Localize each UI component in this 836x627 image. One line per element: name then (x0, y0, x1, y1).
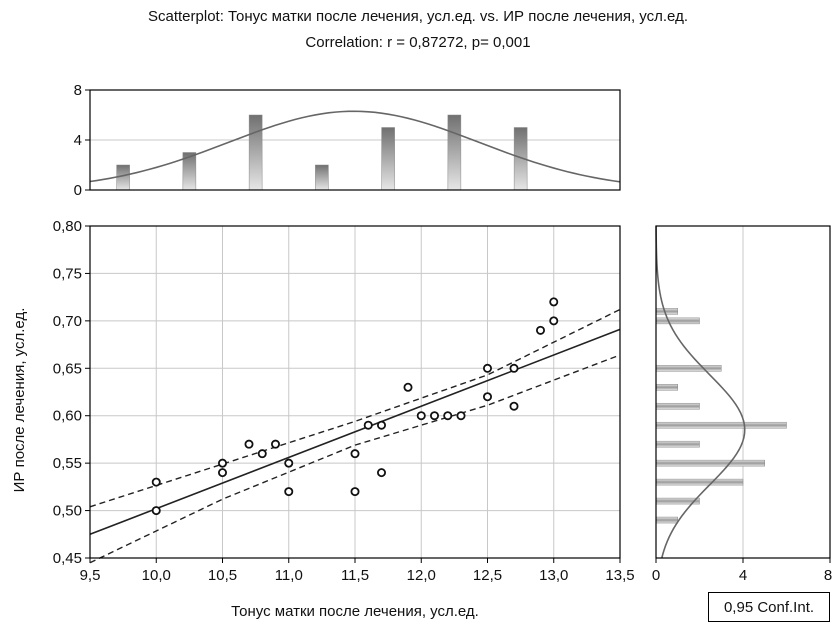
data-point (350, 449, 360, 459)
data-point (284, 487, 294, 497)
data-point (549, 316, 559, 326)
right-hist-tick-label: 4 (739, 567, 747, 584)
right-hist-bar (655, 440, 700, 448)
data-point (244, 439, 254, 449)
top-hist-tick-label: 0 (74, 182, 82, 199)
chart-title: Scatterplot: Тонус матки после лечения, … (148, 8, 688, 25)
top-hist-bar (381, 127, 395, 191)
data-point (549, 297, 559, 307)
right-hist-bar (655, 384, 678, 391)
data-point (482, 392, 492, 402)
confidence-interval-legend: 0,95 Conf.Int. (708, 592, 830, 622)
main-scatter-plot: 9,5 10,0 10,5 11,0 11,5 12,0 12,5 13,0 13,5 0,80 0… (53, 218, 635, 584)
data-point (363, 420, 373, 430)
right-hist-bar (655, 516, 678, 524)
data-point (270, 439, 280, 449)
y-tick-label: 0,45 (53, 550, 82, 567)
right-hist-normal-curve (655, 225, 746, 559)
right-hist-tick-label: 0 (652, 567, 660, 584)
data-point (151, 506, 161, 516)
data-point (403, 382, 413, 392)
x-tick-label: 10,0 (142, 567, 171, 584)
data-point (509, 401, 519, 411)
chart-subtitle: Correlation: r = 0,87272, p= 0,001 (305, 34, 531, 51)
top-hist-tick-label: 8 (74, 82, 82, 99)
top-hist-tick-label: 4 (74, 132, 82, 149)
top-hist-frame (89, 89, 621, 191)
data-point (376, 420, 386, 430)
data-point (416, 411, 426, 421)
right-hist-bar (655, 478, 744, 486)
top-hist-bar (315, 164, 329, 191)
data-point (429, 411, 439, 421)
y-axis-title: ИР после лечения, усл.ед. (11, 308, 28, 493)
data-point (443, 411, 453, 421)
plot-frame (89, 225, 621, 559)
y-tick-label: 0,80 (53, 218, 82, 235)
regression-line (89, 328, 621, 536)
data-point (482, 363, 492, 373)
right-hist-frame (655, 225, 831, 559)
x-tick-label: 11,5 (341, 567, 369, 584)
confidence-band-lower (89, 354, 621, 564)
y-tick-label: 0,50 (53, 503, 82, 520)
y-tick-label: 0,55 (53, 455, 82, 472)
right-hist-bar (655, 421, 787, 429)
right-hist-bar (655, 365, 722, 372)
y-tick-label: 0,70 (53, 313, 82, 330)
data-point (151, 477, 161, 487)
x-tick-label: 11,0 (275, 567, 303, 584)
top-hist-normal-curve (89, 110, 621, 183)
x-axis-title: Тонус матки после лечения, усл.ед. (231, 603, 479, 620)
x-tick-label: 12,5 (473, 567, 502, 584)
right-hist-bar (655, 308, 678, 315)
right-hist-bar (655, 402, 700, 410)
data-point (217, 468, 227, 478)
data-point (284, 458, 294, 468)
right-hist-bar (655, 317, 700, 325)
right-hist-tick-label: 8 (824, 567, 832, 584)
confidence-band-upper (89, 308, 621, 508)
x-tick-label: 9,5 (80, 567, 101, 584)
data-point (350, 487, 360, 497)
x-tick-label: 13,5 (605, 567, 634, 584)
right-histogram: 0 4 8 (652, 225, 832, 584)
data-point (376, 468, 386, 478)
data-point (509, 363, 519, 373)
data-point (217, 458, 227, 468)
y-tick-label: 0,65 (53, 360, 82, 377)
x-tick-label: 13,0 (539, 567, 568, 584)
data-point (536, 325, 546, 335)
top-hist-bar (447, 114, 462, 191)
data-point (257, 449, 267, 459)
x-tick-label: 10,5 (208, 567, 237, 584)
y-tick-label: 0,75 (53, 265, 82, 282)
top-hist-bar (248, 114, 263, 191)
y-tick-label: 0,60 (53, 408, 82, 425)
top-hist-bar (116, 164, 130, 191)
top-histogram: 8 4 0 (74, 82, 621, 199)
x-tick-label: 12,0 (407, 567, 436, 584)
data-point (456, 411, 466, 421)
right-hist-bar (655, 459, 765, 467)
